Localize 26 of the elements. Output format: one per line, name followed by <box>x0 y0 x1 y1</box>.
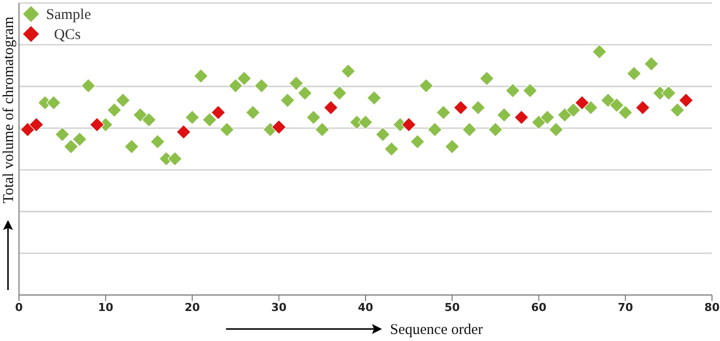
x-tick-label: 50 <box>444 300 460 314</box>
x-axis-title: Sequence order <box>390 322 483 338</box>
legend-label: QCs <box>54 27 81 43</box>
legend-label: Sample <box>46 7 92 23</box>
x-tick-label: 70 <box>618 300 634 314</box>
y-axis-title: Total volume of chromatogram <box>1 16 17 204</box>
point <box>272 120 286 134</box>
point <box>402 117 416 132</box>
x-tick-label: 10 <box>98 300 114 314</box>
point <box>514 110 529 125</box>
x-tick-label: 30 <box>271 300 287 314</box>
point <box>635 100 650 115</box>
point <box>176 124 191 140</box>
point <box>29 117 44 132</box>
point <box>324 100 338 115</box>
x-tick-label: 80 <box>704 300 720 314</box>
x-tick-label: 60 <box>531 300 547 314</box>
point <box>210 105 226 120</box>
x-tick-label: 40 <box>358 300 374 314</box>
point <box>20 122 35 137</box>
x-tick-label: 0 <box>15 300 24 314</box>
point <box>574 95 590 110</box>
x-tick-label: 20 <box>184 300 200 314</box>
point <box>90 117 104 132</box>
point <box>678 93 694 108</box>
point <box>453 100 468 115</box>
